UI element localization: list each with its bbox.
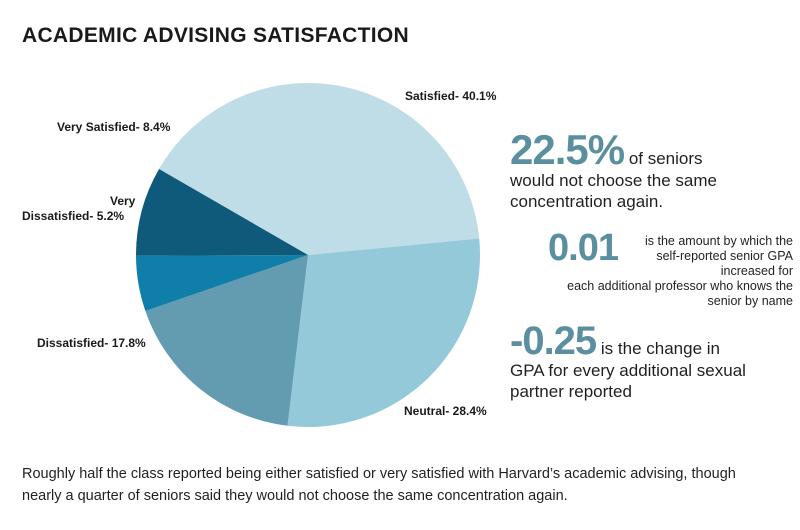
slice-label-neutral: Neutral- 28.4% [404,404,487,418]
pie-slice-very-dissatisfied [136,255,308,312]
stat-professor-text-2: self-reported senior GPA increased for [656,249,793,278]
slice-label-dissatisfied: Dissatisfied- 17.8% [37,336,146,350]
caption-line-1: Roughly half the class reported being ei… [22,466,736,482]
stat-partner-number: -0.25 [510,319,597,363]
chart-title: ACADEMIC ADVISING SATISFACTION [22,24,410,47]
pie-slice-very-satisfied [135,169,308,256]
stat-concentration-text-3: concentration again. [510,192,664,211]
stat-professor-number: 0.01 [548,227,619,269]
stat-concentration-text-1: of seniors [628,149,703,168]
slice-label-very-dissatisfied-line2: Dissatisfied- 5.2% [22,209,124,223]
stat-professor-text-1: is the amount by which the [645,234,793,248]
pie-slice-dissatisfied [145,255,308,426]
slice-label-very-dissatisfied-line1: Very [110,194,136,208]
slice-label-very-satisfied: Very Satisfied- 8.4% [57,120,171,134]
stat-professor-text-4: senior by name [707,294,793,308]
slice-label-satisfied: Satisfied- 40.1% [405,89,497,103]
stat-partner: -0.25 is the change in GPA for every add… [510,319,780,402]
caption-line-2: nearly a quarter of seniors said they wo… [22,488,568,504]
stat-partner-text-2: GPA for every additional sexual [510,361,746,380]
caption: Roughly half the class reported being ei… [22,463,792,507]
stat-partner-text-3: partner reported [510,382,632,401]
stat-professor: 0.01 is the amount by which the self-rep… [548,227,793,309]
stat-concentration-number: 22.5% [510,126,625,173]
pie-slice-neutral [287,238,480,427]
stat-concentration-text-2: would not choose the same [510,171,717,190]
stat-concentration: 22.5% of seniors would not choose the sa… [510,129,780,212]
stat-partner-text-1: is the change in [600,339,720,358]
stat-professor-text-3: each additional professor who knows the [567,279,793,293]
pie-slice-satisfied [159,82,480,255]
